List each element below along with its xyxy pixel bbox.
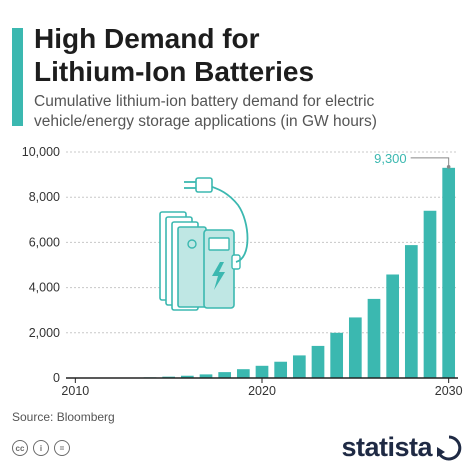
bar-2025: [348, 317, 362, 378]
annotation-label-2030: 9,300: [374, 151, 407, 166]
statista-logo[interactable]: statista: [341, 432, 462, 463]
x-tick-label-2020: 2020: [248, 384, 276, 398]
y-tick-label-6000: 6,000: [29, 235, 60, 249]
no-derivatives-icon[interactable]: =: [54, 440, 70, 456]
y-tick-label-4000: 4,000: [29, 281, 60, 295]
bar-2024: [330, 332, 344, 378]
statista-mark-icon: [437, 435, 462, 460]
gridlines: [66, 151, 458, 334]
annotation-dot: [446, 165, 451, 169]
annotation-leader: [410, 157, 450, 166]
bar-2019: [236, 369, 250, 378]
subtitle-line-2: vehicle/energy storage applications (in …: [34, 113, 377, 130]
bar-2022: [292, 355, 306, 378]
attribution-icon[interactable]: i: [33, 440, 49, 456]
bar-2023: [311, 345, 325, 378]
bar-2029: [423, 210, 437, 378]
bar-2027: [386, 274, 400, 378]
bar-2028: [404, 245, 418, 378]
title-line-2: Lithium-Ion Batteries: [34, 56, 315, 87]
bar-2026: [367, 298, 381, 378]
annotation: 9,300: [374, 151, 451, 169]
bars: [87, 167, 456, 378]
y-tick-label-0: 0: [53, 371, 60, 385]
bar-2020: [255, 365, 269, 378]
x-tick-label-2030: 2030: [435, 384, 463, 398]
bar-2021: [274, 361, 288, 378]
bar-2016: [180, 375, 194, 378]
license-icons: cc i =: [12, 440, 70, 456]
bar-2030: [442, 167, 456, 378]
axes: 0 2,000 4,000 6,000 8,000 10,000 2010 2020 2030: [22, 145, 463, 398]
y-tick-label-10000: 10,000: [22, 145, 60, 159]
chart-title: High Demand for Lithium-Ion Batteries: [34, 22, 314, 88]
creative-commons-icon[interactable]: cc: [12, 440, 28, 456]
y-tick-label-8000: 8,000: [29, 190, 60, 204]
bar-2017: [199, 374, 213, 378]
brand-name: statista: [341, 432, 432, 462]
title-line-1: High Demand for: [34, 23, 260, 54]
battery-charger-illustration-icon: [159, 177, 249, 311]
source-note: Source: Bloomberg: [12, 410, 115, 424]
y-tick-label-2000: 2,000: [29, 326, 60, 340]
title-accent-bar: [12, 28, 23, 126]
subtitle-line-1: Cumulative lithium-ion battery demand fo…: [34, 93, 375, 110]
x-tick-label-2010: 2010: [61, 384, 89, 398]
chart-subtitle: Cumulative lithium-ion battery demand fo…: [34, 92, 377, 132]
bar-2018: [218, 372, 232, 378]
